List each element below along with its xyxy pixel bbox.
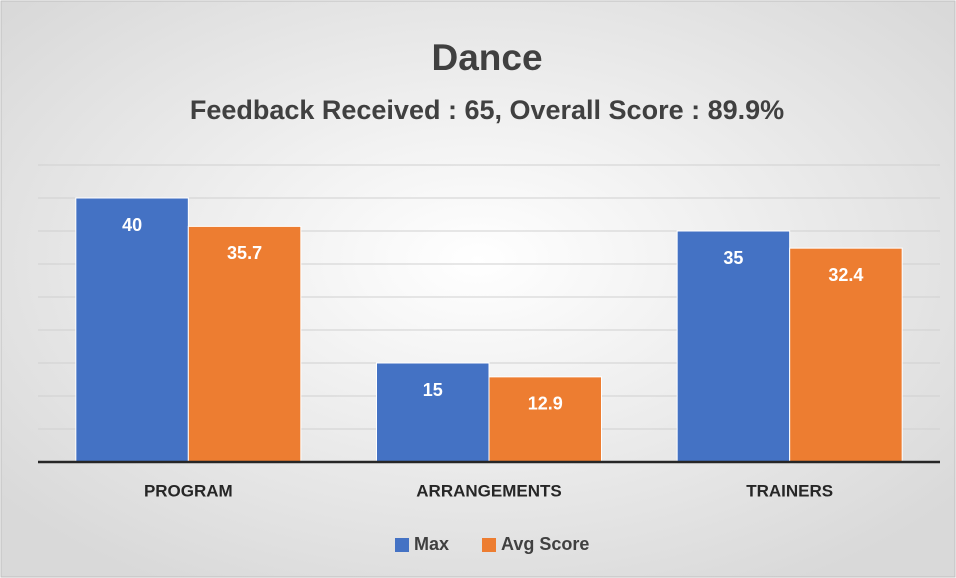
legend-label: Max [414,534,449,554]
legend-label: Avg Score [501,534,589,554]
bar [488,376,602,463]
data-label: 15 [423,380,443,400]
legend-swatch [482,538,496,552]
data-label: 32.4 [828,265,863,285]
data-label: 40 [122,215,142,235]
data-label: 35.7 [227,243,262,263]
chart-subtitle: Feedback Received : 65, Overall Score : … [190,95,784,125]
legend-swatch [395,538,409,552]
chart-title: Dance [431,37,542,78]
bar [376,362,490,463]
data-label: 35 [723,248,743,268]
x-tick-label: PROGRAM [144,481,233,500]
bar [75,197,189,463]
bar [789,247,903,463]
x-tick-label: TRAINERS [746,481,833,500]
data-label: 12.9 [528,394,563,414]
bar [187,225,302,463]
x-tick-label: ARRANGEMENTS [416,481,561,500]
